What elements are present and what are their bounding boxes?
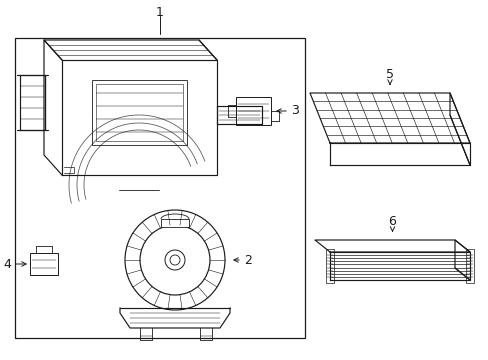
Text: 3: 3 <box>290 104 298 117</box>
Bar <box>465 249 473 283</box>
Text: 4: 4 <box>3 257 11 270</box>
Text: 5: 5 <box>385 68 393 81</box>
Bar <box>30 253 58 275</box>
Bar <box>92 80 186 145</box>
Bar <box>325 249 333 283</box>
Text: 6: 6 <box>388 216 396 229</box>
Bar <box>96 84 183 141</box>
Bar <box>161 219 189 227</box>
Text: 1: 1 <box>156 6 163 19</box>
Text: 2: 2 <box>244 253 251 266</box>
Bar <box>15 38 305 338</box>
Bar <box>236 97 270 125</box>
